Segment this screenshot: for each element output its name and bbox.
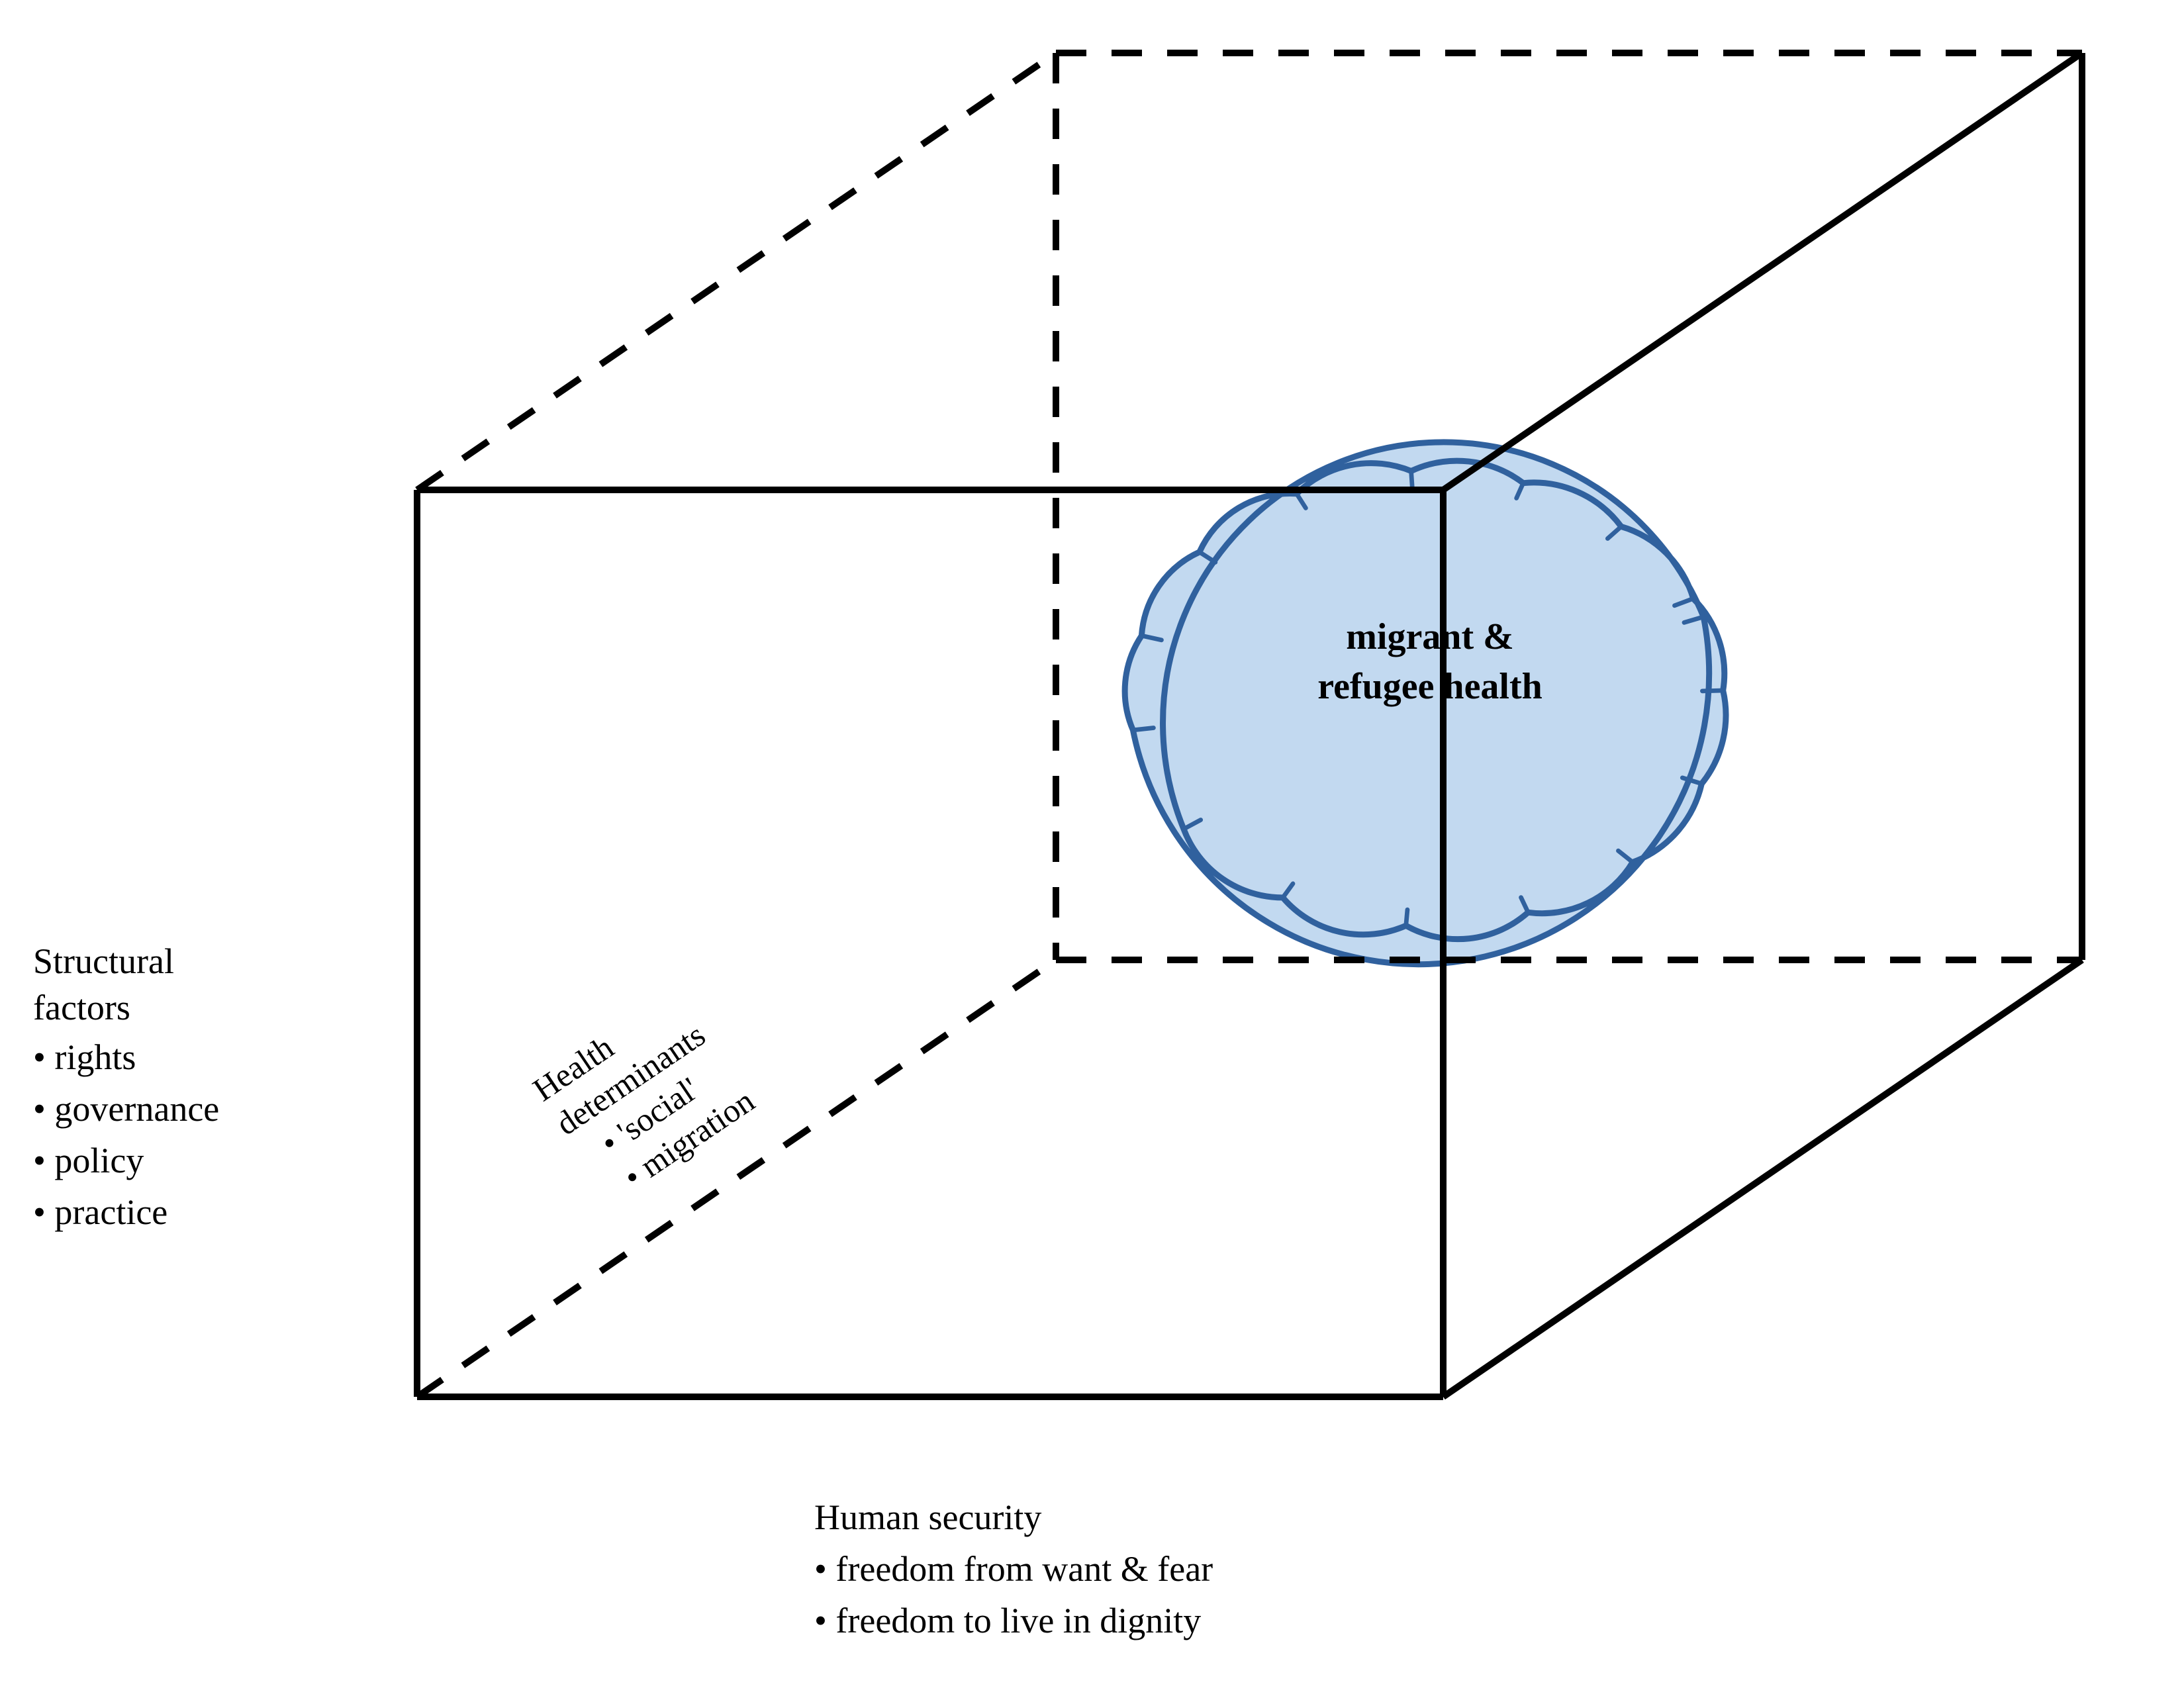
cloud-shape: migrant & refugee health bbox=[1125, 442, 1726, 965]
diagram-canvas: migrant & refugee health Structural facto… bbox=[0, 0, 2184, 1702]
structural-factors-bullet: • rights bbox=[33, 1037, 136, 1077]
cloud-label-line1: migrant & bbox=[1346, 616, 1514, 657]
structural-factors-bullet: • policy bbox=[33, 1141, 144, 1180]
structural-factors-bullet: • practice bbox=[33, 1192, 167, 1232]
cloud-cusp-tick bbox=[1702, 690, 1723, 691]
cloud-cusp-tick bbox=[1411, 471, 1413, 487]
cube-edge bbox=[1443, 53, 2082, 490]
human-security-title: Human security bbox=[814, 1497, 1041, 1537]
health-determinants-axis: Healthdeterminants• 'social'• migration bbox=[526, 980, 761, 1210]
cloud-cusp-tick bbox=[1133, 728, 1153, 730]
cloud-cusp-tick bbox=[1406, 910, 1407, 925]
structural-factors-axis: Structural factors • rights • governance • p… bbox=[33, 941, 219, 1232]
structural-factors-bullet: • governance bbox=[33, 1089, 219, 1129]
cube-edge bbox=[1443, 960, 2082, 1397]
human-security-axis: Human security • freedom from want & fear… bbox=[814, 1497, 1213, 1640]
cube-edge bbox=[417, 960, 1056, 1397]
structural-factors-title-1: Structural bbox=[33, 941, 174, 981]
human-security-bullet: • freedom from want & fear bbox=[814, 1549, 1213, 1589]
human-security-bullet: • freedom to live in dignity bbox=[814, 1601, 1201, 1640]
cube-edge bbox=[417, 53, 1056, 490]
cloud-label-line2: refugee health bbox=[1317, 666, 1543, 707]
structural-factors-title-2: factors bbox=[33, 988, 130, 1027]
